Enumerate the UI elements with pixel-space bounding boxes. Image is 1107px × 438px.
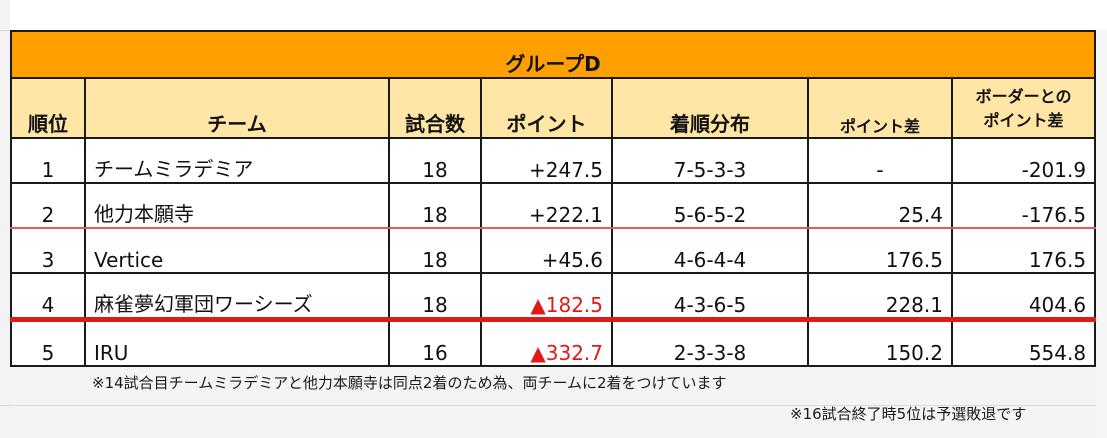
cell-team[interactable]: 麻雀夢幻軍団ワーシーズ: [84, 272, 390, 322]
cell-points[interactable]: ▲332.7: [480, 318, 613, 367]
table-row: 5 IRU 16 ▲332.7 2-3-3-8 150.2 554.8: [10, 318, 1097, 367]
group-title[interactable]: グループD: [9, 30, 1097, 79]
cell-team[interactable]: IRU: [84, 318, 390, 367]
gutter-gridline: [0, 405, 10, 406]
cell-rank[interactable]: 3: [10, 227, 86, 274]
table-row: 1 チームミラデミア 18 +247.5 7-5-3-3 - -201.9: [10, 137, 1097, 184]
header-placement[interactable]: 着順分布: [611, 77, 809, 139]
title-row: グループD: [9, 30, 1097, 79]
cell-points-diff[interactable]: -: [807, 137, 953, 184]
sheet-bottom-rows: [10, 367, 1096, 438]
cell-points-diff[interactable]: 25.4: [807, 182, 953, 229]
cell-border-diff[interactable]: -176.5: [950, 182, 1097, 229]
table-row: 4 麻雀夢幻軍団ワーシーズ 18 ▲182.5 4-3-6-5 228.1 40…: [10, 272, 1097, 322]
header-row: 順位 チーム 試合数 ポイント 着順分布 ポイント差 ボーダーとの ポイント差: [10, 77, 1097, 139]
gutter-gridline: [0, 30, 10, 31]
cell-points[interactable]: +247.5: [480, 137, 613, 184]
cell-placement[interactable]: 4-6-4-4: [611, 227, 809, 274]
table-row: 3 Vertice 18 +45.6 4-6-4-4 176.5 176.5: [10, 227, 1097, 274]
header-border-diff[interactable]: ボーダーとの ポイント差: [950, 77, 1097, 139]
group-standings-table: グループD 順位 チーム 試合数 ポイント 着順分布 ポイント差 ボーダーとのポ…: [9, 30, 1097, 367]
cell-placement[interactable]: 2-3-3-8: [611, 318, 809, 367]
header-team[interactable]: チーム: [84, 77, 390, 139]
tie-footnote: ※14試合目チームミラデミアと他力本願寺は同点2着のため為、両チームに2着をつけ…: [92, 374, 727, 392]
cell-games[interactable]: 16: [388, 318, 482, 367]
cell-team[interactable]: Vertice: [84, 227, 390, 274]
cell-placement[interactable]: 7-5-3-3: [611, 137, 809, 184]
cell-points[interactable]: +45.6: [480, 227, 613, 274]
header-points-diff[interactable]: ポイント差: [807, 77, 953, 139]
cell-rank[interactable]: 2: [10, 182, 86, 229]
cell-games[interactable]: 18: [388, 227, 482, 274]
cell-placement[interactable]: 4-3-6-5: [611, 272, 809, 322]
cell-rank[interactable]: 5: [10, 318, 86, 367]
cell-points-diff[interactable]: 228.1: [807, 272, 953, 322]
cell-border-diff[interactable]: 404.6: [950, 272, 1097, 322]
cell-points-diff[interactable]: 176.5: [807, 227, 953, 274]
cell-games[interactable]: 18: [388, 137, 482, 184]
header-points[interactable]: ポイント: [480, 77, 613, 139]
sheet-gridline: [10, 405, 1096, 406]
cell-placement[interactable]: 5-6-5-2: [611, 182, 809, 229]
cell-border-diff[interactable]: -201.9: [950, 137, 1097, 184]
cell-points-diff[interactable]: 150.2: [807, 318, 953, 367]
header-border-diff-line1: ボーダーとの: [975, 87, 1072, 106]
sheet-right-column: [1096, 30, 1107, 438]
cell-rank[interactable]: 4: [10, 272, 86, 322]
header-rank[interactable]: 順位: [10, 77, 86, 139]
cell-games[interactable]: 18: [388, 182, 482, 229]
cell-points[interactable]: +222.1: [480, 182, 613, 229]
cell-games[interactable]: 18: [388, 272, 482, 322]
table-row: 2 他力本願寺 18 +222.1 5-6-5-2 25.4 -176.5: [10, 182, 1097, 229]
cell-border-diff[interactable]: 554.8: [950, 318, 1097, 367]
header-games[interactable]: 試合数: [388, 77, 482, 139]
cell-team[interactable]: 他力本願寺: [84, 182, 390, 229]
cell-rank[interactable]: 1: [10, 137, 86, 184]
sheet-top-row: [10, 0, 1107, 31]
cell-team[interactable]: チームミラデミア: [84, 137, 390, 184]
cell-points[interactable]: ▲182.5: [480, 272, 613, 322]
elimination-footnote: ※16試合終了時5位は予選敗退です: [790, 405, 1027, 423]
cell-border-diff[interactable]: 176.5: [950, 227, 1097, 274]
header-border-diff-line2: ポイント差: [983, 111, 1064, 130]
